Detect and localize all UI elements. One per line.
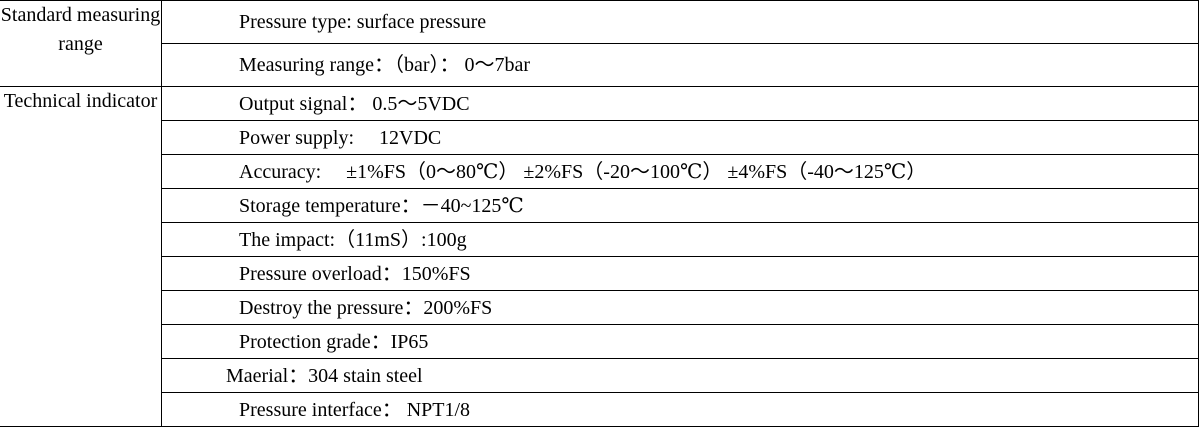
table-row: Protection grade：IP65 xyxy=(0,324,1199,359)
table-row: Pressure overload：150%FS xyxy=(0,256,1199,291)
spec-pressure-interface: Pressure interface： NPT1/8 xyxy=(161,392,1199,427)
spec-protection-grade: Protection grade：IP65 xyxy=(161,324,1199,359)
spec-power-supply: Power supply: 12VDC xyxy=(161,120,1199,155)
table-row: The impact:（11mS）:100g xyxy=(0,222,1199,257)
spec-pressure-type: Pressure type: surface pressure xyxy=(161,0,1199,44)
table-row: Accuracy: ±1%FS（0～80℃） ±2%FS（-20～100℃） ±… xyxy=(0,154,1199,189)
category-technical-indicator: Technical indicator xyxy=(0,86,162,427)
spec-accuracy: Accuracy: ±1%FS（0～80℃） ±2%FS（-20～100℃） ±… xyxy=(161,154,1199,189)
table-row: Maerial：304 stain steel xyxy=(0,358,1199,393)
table-row: Standard measuring range Pressure type: … xyxy=(0,0,1199,87)
table-row: Pressure interface： NPT1/8 xyxy=(0,392,1199,427)
table-row: Storage temperature：－40~125℃ xyxy=(0,188,1199,223)
category-standard-measuring-range: Standard measuring range xyxy=(0,0,162,87)
table-row: Destroy the pressure：200%FS xyxy=(0,290,1199,325)
spec-storage-temperature: Storage temperature：－40~125℃ xyxy=(161,188,1199,223)
table-row: Measuring range：（bar）： 0～7bar xyxy=(0,43,1199,87)
spec-impact: The impact:（11mS）:100g xyxy=(161,222,1199,257)
spec-destroy-pressure: Destroy the pressure：200%FS xyxy=(161,290,1199,325)
table-row: Technical indicator Output signal： 0.5～5… xyxy=(0,86,1199,427)
spec-output-signal: Output signal： 0.5～5VDC xyxy=(161,86,1199,121)
spec-pressure-overload: Pressure overload：150%FS xyxy=(161,256,1199,291)
spec-material: Maerial：304 stain steel xyxy=(161,358,1199,393)
table-row: Power supply: 12VDC xyxy=(0,120,1199,155)
spec-measuring-range: Measuring range：（bar）： 0～7bar xyxy=(161,43,1199,87)
